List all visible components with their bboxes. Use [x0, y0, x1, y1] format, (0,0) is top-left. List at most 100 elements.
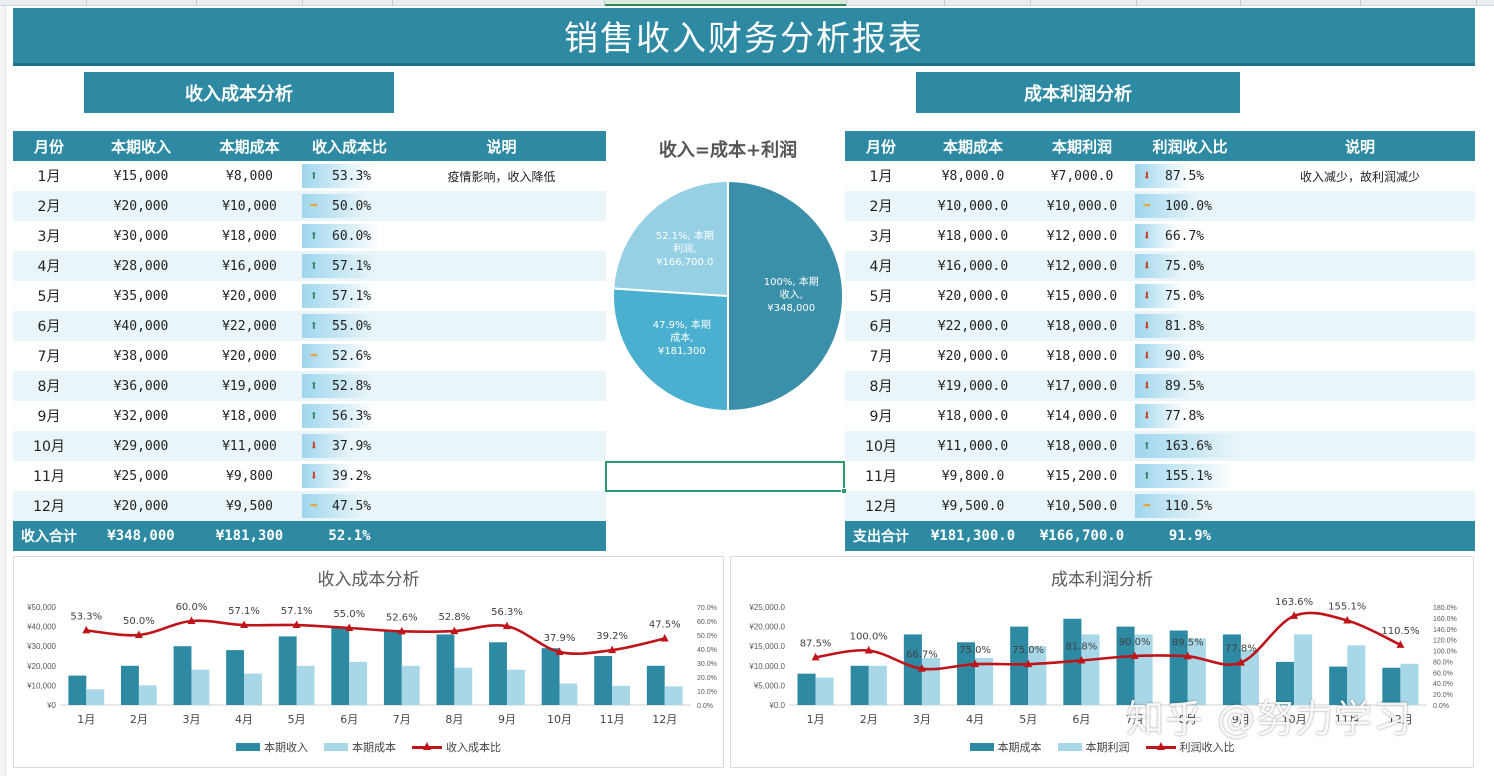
ratio-marker[interactable]: [864, 646, 873, 654]
ratio-cell[interactable]: ⬇ 37.9%: [302, 431, 397, 461]
ratio-cell[interactable]: ⬇ 75.0%: [1135, 251, 1245, 281]
ratio-cell[interactable]: ⬆ 163.6%: [1135, 431, 1245, 461]
table-row[interactable]: 2月 ¥10,000.0 ¥10,000.0 ➡ 100.0%: [845, 191, 1475, 221]
ratio-marker[interactable]: [811, 652, 820, 661]
ratio-marker[interactable]: [134, 630, 143, 639]
profit-cell[interactable]: ¥18,000.0: [1029, 341, 1135, 371]
bar-secondary[interactable]: [1347, 645, 1366, 705]
total-label-cell[interactable]: 支出合计: [845, 521, 917, 551]
cost-cell[interactable]: ¥8,000: [197, 161, 302, 191]
note-cell[interactable]: [1245, 221, 1475, 251]
pie-slice-profit[interactable]: [612, 180, 729, 298]
profit-cell[interactable]: ¥17,000.0: [1029, 371, 1135, 401]
ratio-line[interactable]: [815, 611, 1401, 671]
ratio-cell[interactable]: ⬇ 75.0%: [1135, 281, 1245, 311]
note-cell[interactable]: [1245, 281, 1475, 311]
month-cell[interactable]: 11月: [845, 461, 917, 491]
bar-secondary[interactable]: [921, 657, 940, 705]
table-row[interactable]: 1月 ¥15,000 ¥8,000 ⬆ 53.3% 疫情影响，收入降低: [13, 161, 606, 191]
table-row[interactable]: 4月 ¥28,000 ¥16,000 ⬆ 57.1%: [13, 251, 606, 281]
bar-secondary[interactable]: [1400, 663, 1419, 705]
table-row[interactable]: 8月 ¥36,000 ¥19,000 ⬆ 52.8%: [13, 371, 606, 401]
total-row[interactable]: 支出合计 ¥181,300.0 ¥166,700.0 91.9%: [845, 521, 1475, 551]
month-cell[interactable]: 5月: [13, 281, 85, 311]
note-cell[interactable]: [1245, 431, 1475, 461]
bar-primary[interactable]: [331, 626, 350, 705]
ratio-cell[interactable]: ⬇ 90.0%: [1135, 341, 1245, 371]
income-cost-chart[interactable]: 收入成本分析 ¥0 ¥10,000 ¥20,000 ¥30,000 ¥40,000 ¥50…: [13, 556, 724, 768]
cost-cell[interactable]: ¥9,800.0: [917, 461, 1029, 491]
income-cell[interactable]: ¥30,000: [85, 221, 197, 251]
legend-item[interactable]: 利润收入比: [1145, 739, 1235, 755]
column-header[interactable]: 本期成本: [917, 131, 1029, 161]
ratio-marker[interactable]: [502, 621, 511, 630]
month-cell[interactable]: 10月: [13, 431, 85, 461]
cost-cell[interactable]: ¥18,000.0: [917, 221, 1029, 251]
profit-cell[interactable]: ¥12,000.0: [1029, 221, 1135, 251]
bar-secondary[interactable]: [1187, 638, 1206, 705]
column-header[interactable]: 本期成本: [197, 131, 302, 161]
note-cell[interactable]: [1245, 401, 1475, 431]
profit-cell[interactable]: ¥12,000.0: [1029, 251, 1135, 281]
note-cell[interactable]: [397, 461, 606, 491]
ratio-marker[interactable]: [555, 647, 564, 655]
column-header[interactable]: 月份: [13, 131, 85, 161]
cost-profit-chart[interactable]: 成本利润分析 ¥0.0 ¥5,000.0 ¥10,000.0 ¥15,000.0 ¥20…: [730, 556, 1474, 768]
note-cell[interactable]: [397, 281, 606, 311]
table-row[interactable]: 1月 ¥8,000.0 ¥7,000.0 ⬇ 87.5% 收入减少，故利润减少: [845, 161, 1475, 191]
bar-primary[interactable]: [1116, 626, 1135, 705]
table-row[interactable]: 4月 ¥16,000.0 ¥12,000.0 ⬇ 75.0%: [845, 251, 1475, 281]
ratio-cell[interactable]: ⬇ 77.8%: [1135, 401, 1245, 431]
ratio-cell[interactable]: ⬆ 56.3%: [302, 401, 397, 431]
table-row[interactable]: 12月 ¥20,000 ¥9,500 ➡ 47.5%: [13, 491, 606, 521]
ratio-cell[interactable]: ⬆ 60.0%: [302, 221, 397, 251]
income-cell[interactable]: ¥32,000: [85, 401, 197, 431]
table-row[interactable]: 11月 ¥9,800.0 ¥15,200.0 ⬆ 155.1%: [845, 461, 1475, 491]
note-cell[interactable]: [1245, 311, 1475, 341]
month-cell[interactable]: 11月: [13, 461, 85, 491]
cost-cell[interactable]: ¥22,000: [197, 311, 302, 341]
ratio-cell[interactable]: ⬆ 53.3%: [302, 161, 397, 191]
ratio-marker[interactable]: [1396, 640, 1405, 648]
note-cell[interactable]: [1245, 371, 1475, 401]
ratio-marker[interactable]: [971, 659, 980, 668]
month-cell[interactable]: 9月: [13, 401, 85, 431]
note-cell[interactable]: [397, 491, 606, 521]
bar-secondary[interactable]: [1240, 650, 1259, 705]
bar-primary[interactable]: [1222, 634, 1241, 705]
table-row[interactable]: 9月 ¥32,000 ¥18,000 ⬆ 56.3%: [13, 401, 606, 431]
table-row[interactable]: 10月 ¥29,000 ¥11,000 ⬇ 37.9%: [13, 431, 606, 461]
ratio-marker[interactable]: [1343, 616, 1352, 624]
month-cell[interactable]: 1月: [845, 161, 917, 191]
ratio-marker[interactable]: [608, 645, 617, 654]
income-cell[interactable]: ¥40,000: [85, 311, 197, 341]
profit-cell[interactable]: ¥7,000.0: [1029, 161, 1135, 191]
bar-secondary[interactable]: [1081, 634, 1100, 705]
month-cell[interactable]: 9月: [845, 401, 917, 431]
total-label-cell[interactable]: 收入合计: [13, 521, 85, 551]
month-cell[interactable]: 12月: [13, 491, 85, 521]
profit-cell[interactable]: ¥10,000.0: [1029, 191, 1135, 221]
ratio-marker[interactable]: [187, 616, 196, 625]
note-cell[interactable]: [397, 311, 606, 341]
income-cell[interactable]: ¥20,000: [85, 191, 197, 221]
note-cell[interactable]: [397, 221, 606, 251]
cost-cell[interactable]: ¥8,000.0: [917, 161, 1029, 191]
cost-cell[interactable]: ¥19,000.0: [917, 371, 1029, 401]
total-income-cell[interactable]: ¥348,000: [85, 521, 197, 551]
note-cell[interactable]: [1245, 341, 1475, 371]
total-cost-cell[interactable]: ¥181,300: [197, 521, 302, 551]
table-row[interactable]: 5月 ¥35,000 ¥20,000 ⬆ 57.1%: [13, 281, 606, 311]
table-row[interactable]: 7月 ¥38,000 ¥20,000 ➡ 52.6%: [13, 341, 606, 371]
income-cell[interactable]: ¥35,000: [85, 281, 197, 311]
table-row[interactable]: 2月 ¥20,000 ¥10,000 ➡ 50.0%: [13, 191, 606, 221]
table-row[interactable]: 8月 ¥19,000.0 ¥17,000.0 ⬇ 89.5%: [845, 371, 1475, 401]
bar-secondary[interactable]: [975, 657, 994, 705]
bar-secondary[interactable]: [349, 661, 368, 705]
column-header[interactable]: 说明: [397, 131, 606, 161]
month-cell[interactable]: 4月: [845, 251, 917, 281]
total-cost-cell[interactable]: ¥181,300.0: [917, 521, 1029, 551]
ratio-marker[interactable]: [292, 620, 301, 629]
cost-cell[interactable]: ¥9,800: [197, 461, 302, 491]
ratio-marker[interactable]: [345, 623, 354, 632]
